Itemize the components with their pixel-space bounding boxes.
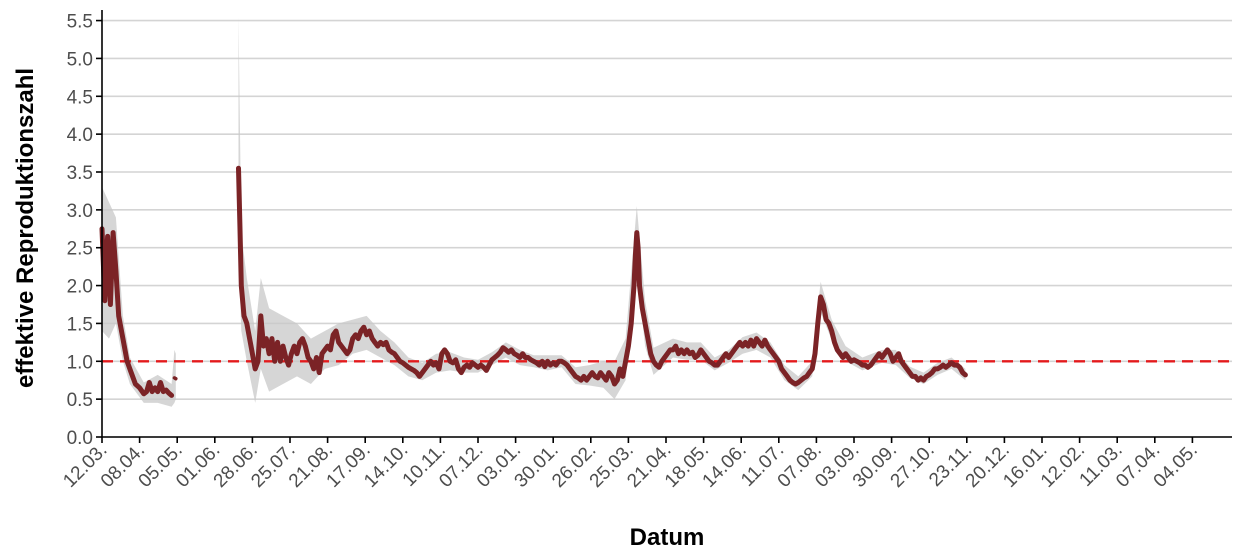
r-value-line bbox=[172, 376, 178, 381]
x-tick-label: 14.10. bbox=[360, 440, 412, 492]
x-tick-label: 27.10. bbox=[887, 440, 939, 492]
y-tick-label: 1.0 bbox=[67, 352, 93, 373]
y-tick-label: 0.5 bbox=[67, 390, 93, 411]
y-tick-label: 5.0 bbox=[67, 49, 93, 70]
y-tick-label: 0.0 bbox=[67, 428, 93, 449]
y-tick-label: 5.5 bbox=[67, 12, 93, 33]
y-axis-title: effektive Reproduktionszahl bbox=[12, 68, 39, 388]
y-tick-label: 1.5 bbox=[67, 314, 93, 335]
y-tick-labels: 0.0 0.5 1.0 1.5 2.0 2.5 3.0 3.5 4.0 4.5 5.0 5.5 bbox=[67, 12, 102, 449]
r-value-line bbox=[99, 226, 175, 398]
y-tick-label: 3.5 bbox=[67, 163, 93, 184]
r-value-series bbox=[99, 165, 968, 398]
x-tick-label: 04.05. bbox=[1150, 440, 1202, 492]
x-axis-title: Datum bbox=[630, 524, 705, 551]
y-tick-label: 4.5 bbox=[67, 87, 93, 108]
y-tick-label: 2.5 bbox=[67, 239, 93, 260]
x-tick-label: 14.06. bbox=[699, 440, 751, 492]
y-tick-label: 3.0 bbox=[67, 201, 93, 222]
y-tick-label: 2.0 bbox=[67, 277, 93, 298]
r-value-line bbox=[236, 165, 968, 387]
x-tick-labels: 12.03.08.04.05.05.01.06.28.06.25.07.21.0… bbox=[59, 437, 1202, 492]
x-tick-label: 12.02. bbox=[1037, 440, 1089, 492]
y-tick-label: 4.0 bbox=[67, 125, 93, 146]
